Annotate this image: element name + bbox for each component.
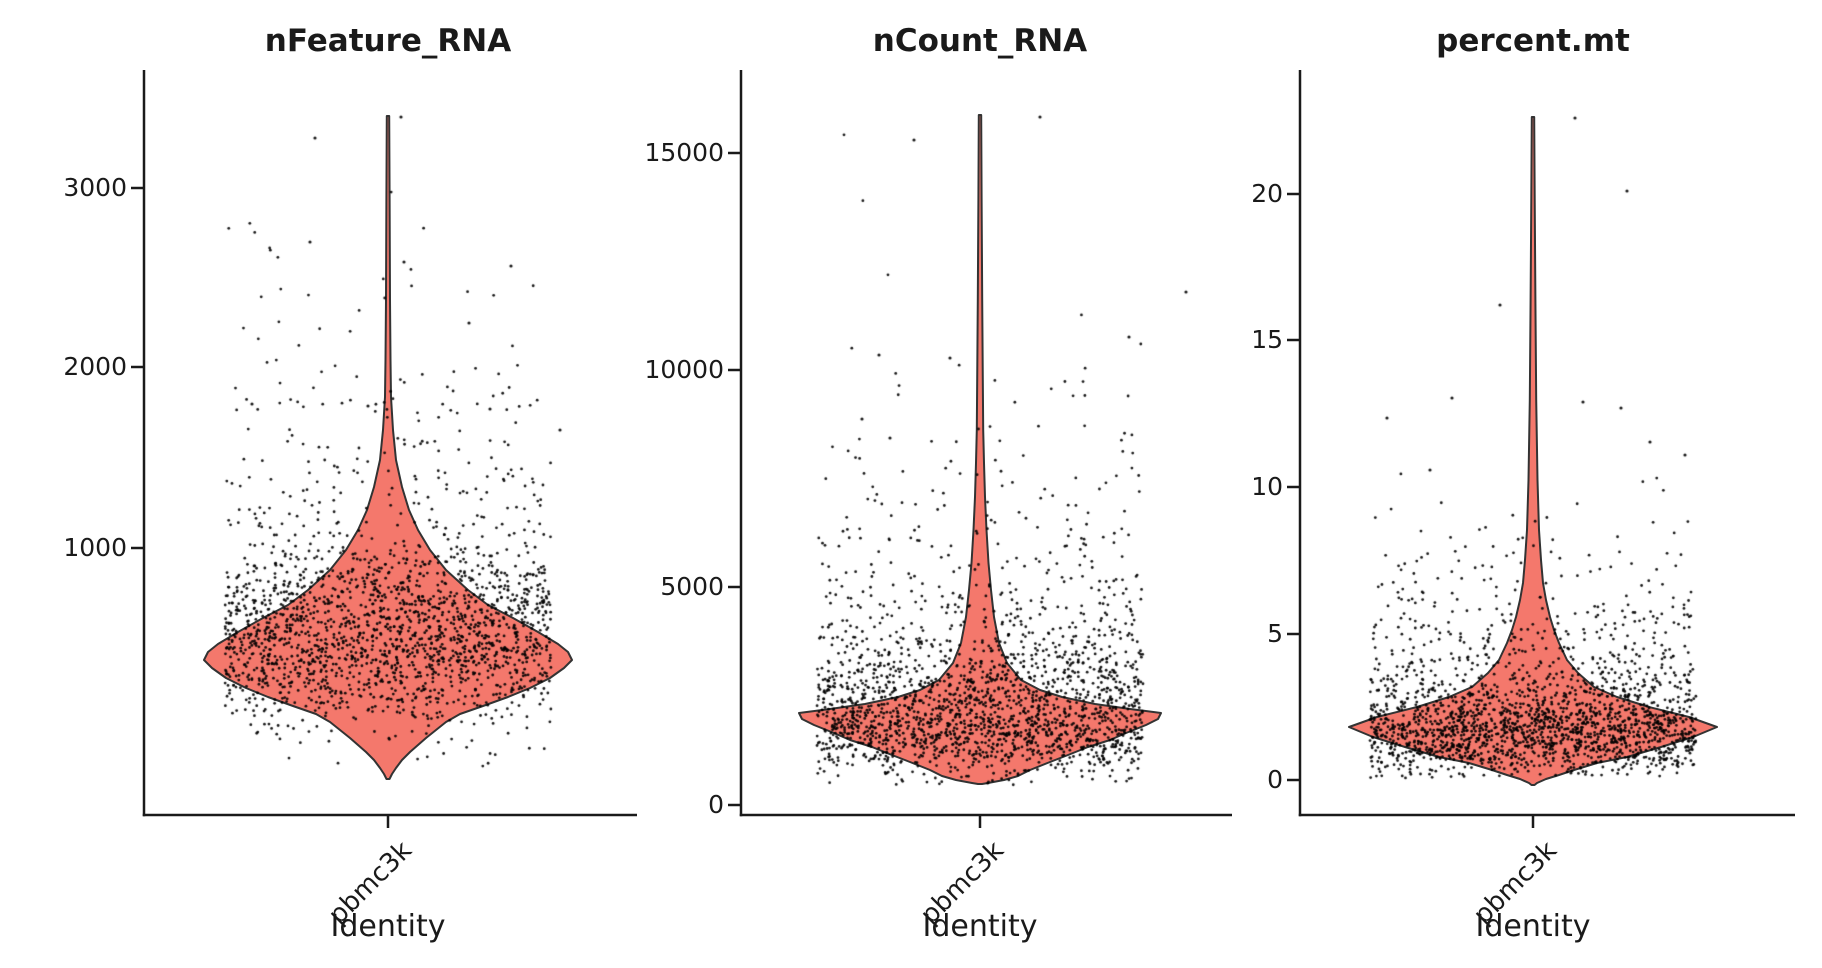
- x-axis-label-identity-3: Identity: [1475, 909, 1591, 944]
- panel-title-ncount-rna: nCount_RNA: [872, 23, 1088, 59]
- x-axis-label-identity-1: Identity: [330, 909, 446, 944]
- x-axis-label-identity-2: Identity: [922, 909, 1038, 944]
- y-tick-label: 10: [1251, 472, 1283, 501]
- y-tick-label: 3000: [63, 173, 127, 202]
- panel-title-percent-mt: percent.mt: [1436, 23, 1630, 59]
- y-tick-label: 5000: [660, 572, 724, 601]
- y-tick-label: 20: [1251, 179, 1283, 208]
- y-tick-label: 0: [708, 790, 724, 819]
- panel-title-nfeature-rna: nFeature_RNA: [264, 23, 512, 59]
- y-tick-label: 0: [1267, 765, 1283, 794]
- y-tick-label: 10000: [644, 355, 724, 384]
- y-tick-label: 15000: [644, 138, 724, 167]
- y-tick-label: 5: [1267, 619, 1283, 648]
- y-tick-label: 2000: [63, 352, 127, 381]
- y-tick-label: 1000: [63, 533, 127, 562]
- y-tick-label: 15: [1251, 325, 1283, 354]
